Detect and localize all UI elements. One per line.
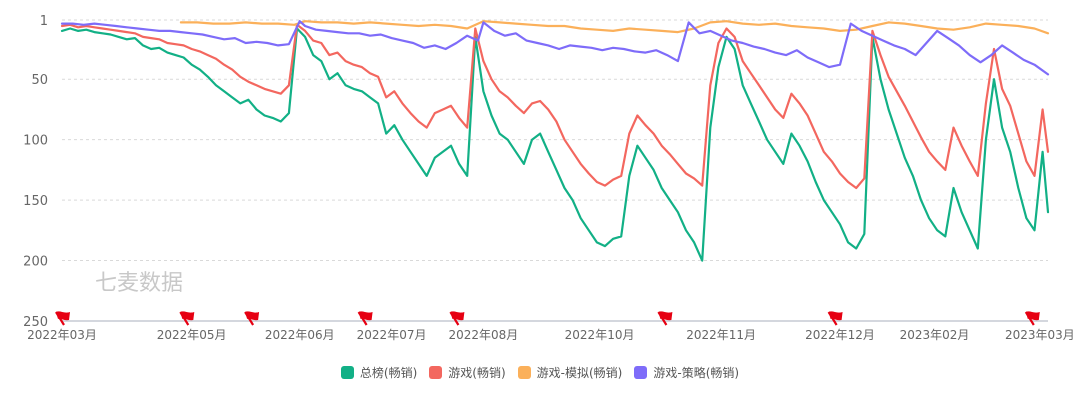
y-tick-label: 1 (40, 14, 48, 29)
legend-item-strategy[interactable]: 游戏-策略(畅销) (634, 364, 739, 381)
event-flag-icon[interactable] (657, 311, 673, 326)
y-tick-label: 100 (23, 134, 48, 149)
y-tick-label: 250 (23, 315, 48, 330)
x-tick-label: 2022年06月 (265, 328, 335, 342)
x-tick-label: 2022年12月 (805, 328, 875, 342)
legend-item-simulation[interactable]: 游戏-模拟(畅销) (517, 364, 623, 381)
legend-label: 总榜(畅销) (359, 366, 418, 380)
y-tick-label: 50 (31, 73, 48, 88)
legend-label: 游戏(畅销) (448, 366, 506, 380)
series-line-0 (60, 27, 1050, 262)
event-flag-icon[interactable] (55, 311, 70, 326)
legend-swatch-games (429, 366, 443, 379)
legend-swatch-simulation (517, 366, 531, 379)
legend: 总榜(畅销) 游戏(畅销) 游戏-模拟(畅销) 游戏-策略(畅销) (0, 364, 1080, 381)
x-tick-label: 2023年03月 (1005, 328, 1075, 342)
grid-lines (62, 19, 1048, 262)
series-line-3 (60, 20, 1050, 76)
x-tick-label: 2022年03月 (27, 328, 97, 342)
series-lines (60, 20, 1050, 262)
y-tick-label: 150 (23, 194, 48, 209)
event-flag-icon[interactable] (827, 311, 843, 326)
x-tick-label: 2022年10月 (565, 328, 635, 342)
y-tick-label: 200 (23, 255, 48, 270)
x-tick-label: 2022年11月 (686, 328, 756, 342)
x-tick-label: 2022年08月 (449, 328, 519, 342)
x-axis: 2022年03月 2022年05月 2022年06月 2022年07月 2022年08月… (27, 328, 1075, 342)
event-flag-icon[interactable] (244, 311, 260, 326)
event-flag-icon[interactable] (357, 311, 373, 326)
event-flag-icon[interactable] (179, 311, 195, 326)
legend-item-games[interactable]: 游戏(畅销) (429, 364, 506, 381)
x-tick-label: 2022年07月 (357, 328, 427, 342)
series-line-1 (60, 23, 1050, 190)
event-flag-icon[interactable] (449, 311, 465, 326)
x-tick-label: 2022年05月 (157, 328, 227, 342)
legend-label: 游戏-模拟(畅销) (536, 366, 623, 380)
legend-swatch-strategy (634, 366, 648, 379)
x-tick-label: 2023年02月 (900, 328, 970, 342)
legend-swatch-total (340, 366, 354, 379)
watermark: 七麦数据 (95, 271, 183, 296)
event-flag-icon[interactable] (1024, 311, 1040, 326)
legend-item-total[interactable]: 总榜(畅销) (340, 364, 418, 381)
series-line-2 (179, 20, 1050, 35)
legend-label: 游戏-策略(畅销) (653, 366, 740, 380)
event-flags (55, 311, 1040, 326)
